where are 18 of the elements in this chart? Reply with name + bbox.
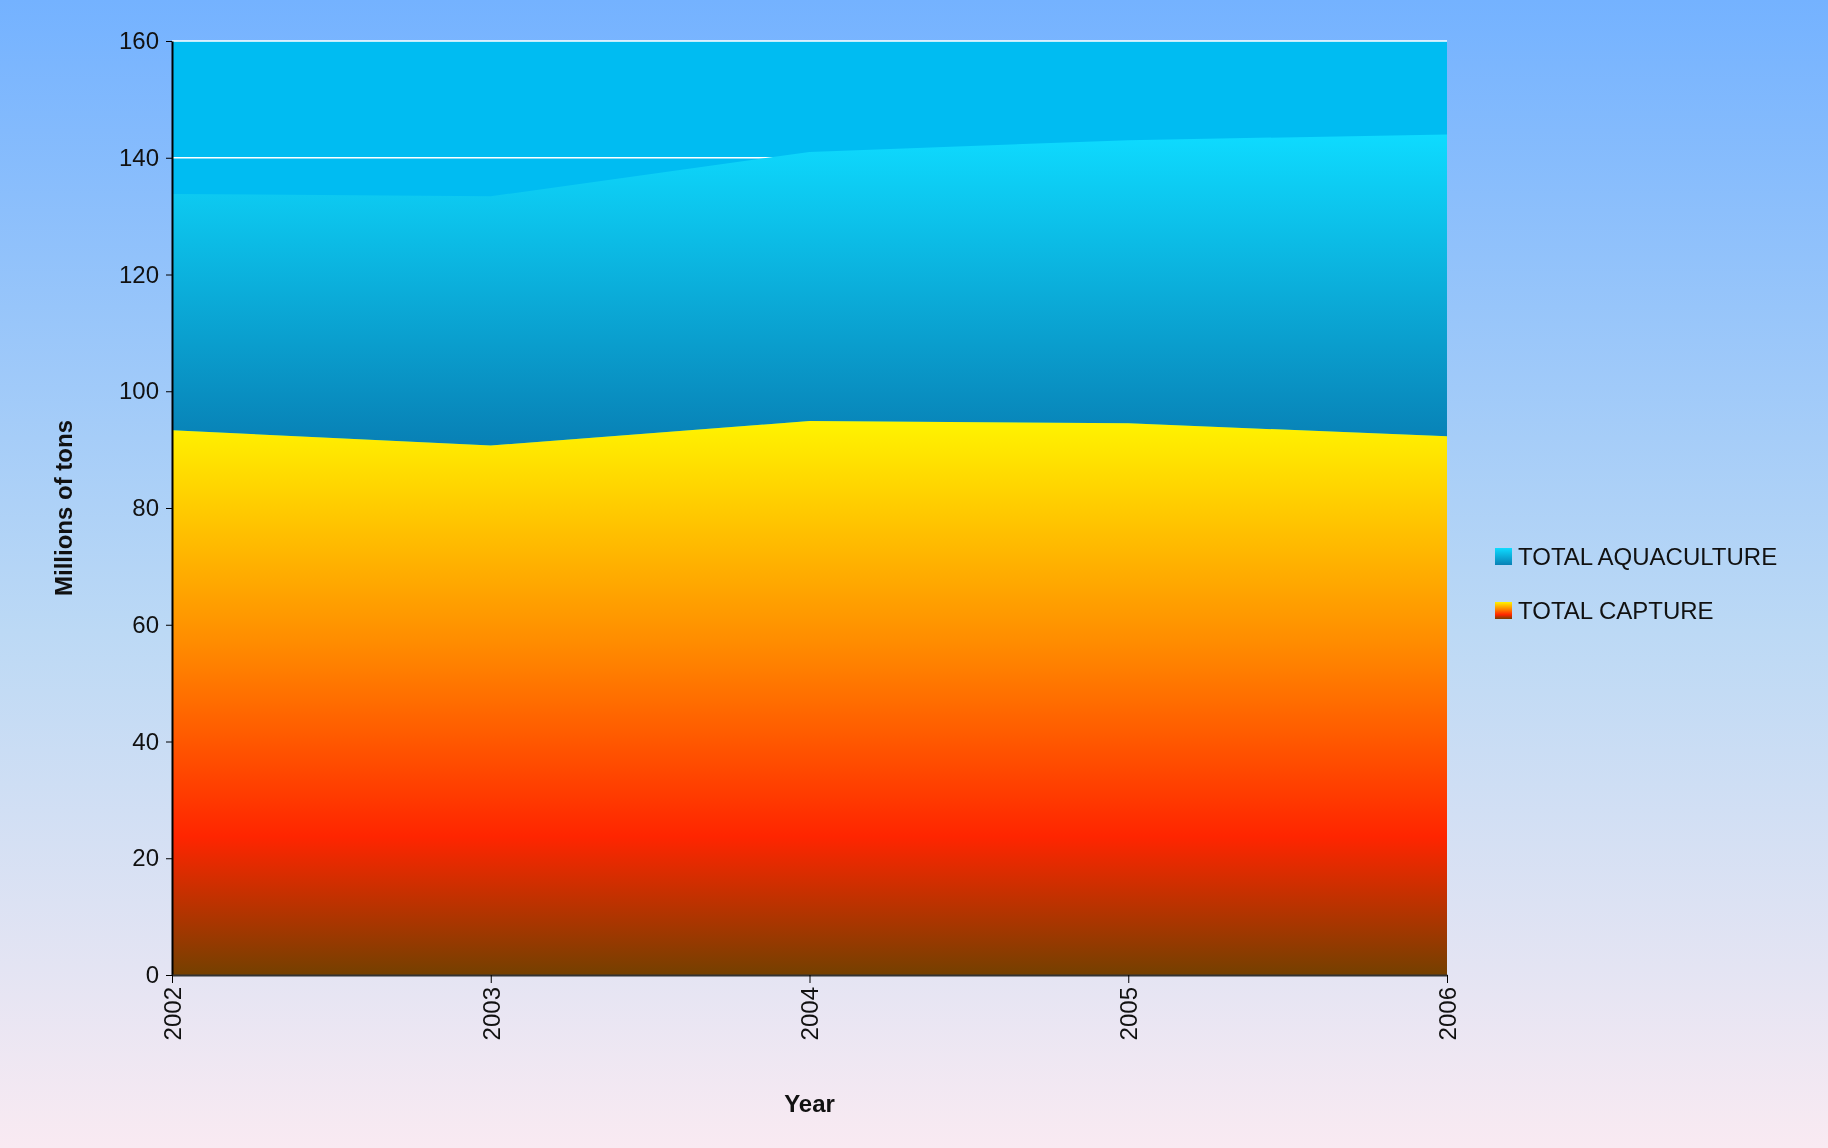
y-axis-title: Millions of tons [50, 420, 77, 596]
y-tick-label: 160 [118, 27, 159, 55]
y-tick-label: 120 [118, 260, 159, 288]
y-tick-label: 40 [132, 727, 159, 755]
y-tick-label: 80 [132, 494, 159, 522]
y-tick-label: 140 [118, 143, 159, 171]
x-tick-label: 2004 [796, 987, 824, 1041]
legend-label: TOTAL CAPTURE [1518, 597, 1714, 625]
x-tick-label: 2006 [1433, 987, 1461, 1041]
x-tick-label: 2003 [477, 987, 505, 1041]
x-axis-title: Year [784, 1090, 835, 1117]
y-tick-label: 0 [145, 961, 159, 989]
x-tick-label: 2002 [158, 987, 186, 1041]
y-tick-label: 100 [118, 377, 159, 405]
y-tick-label: 20 [132, 844, 159, 872]
x-tick-label: 2005 [1115, 987, 1143, 1041]
legend-label: TOTAL AQUACULTURE [1518, 543, 1778, 571]
y-tick-label: 60 [132, 610, 159, 638]
